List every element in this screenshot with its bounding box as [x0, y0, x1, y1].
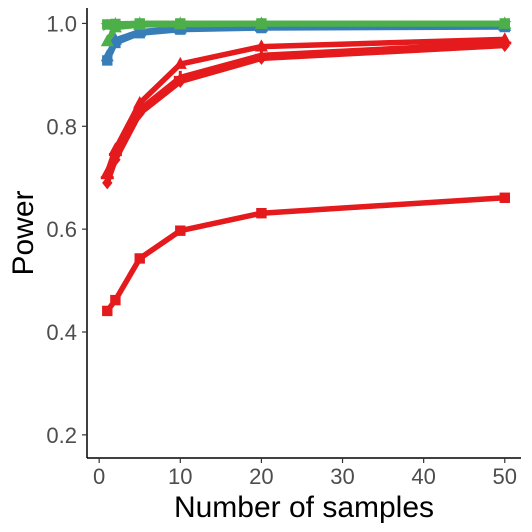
series-9	[100, 16, 512, 32]
y-tick-label: 0.2	[46, 423, 77, 448]
data-point	[256, 208, 267, 219]
y-tick-label: 1.0	[46, 11, 77, 36]
data-point	[100, 18, 115, 32]
data-point	[110, 294, 121, 306]
data-point	[100, 49, 114, 62]
data-point	[497, 16, 512, 30]
data-point	[173, 56, 187, 69]
y-tick-label: 0.4	[46, 320, 77, 345]
x-tick-label: 30	[330, 464, 354, 489]
x-tick-label: 10	[168, 464, 192, 489]
data-point	[254, 39, 268, 52]
y-tick-label: 0.8	[46, 114, 77, 139]
series-lines	[100, 16, 512, 317]
series-line	[104, 195, 508, 314]
x-tick-label: 20	[249, 464, 273, 489]
series-2	[102, 39, 510, 190]
series-line	[104, 40, 508, 181]
data-point	[108, 32, 122, 45]
data-point	[133, 95, 147, 109]
data-point	[108, 16, 123, 30]
series-line	[104, 42, 508, 186]
data-point	[499, 192, 510, 203]
x-tick-label: 50	[493, 464, 517, 489]
data-point	[108, 142, 122, 155]
data-point	[498, 32, 512, 45]
y-tick-label: 0.6	[46, 217, 77, 242]
data-point	[175, 225, 186, 236]
series-1	[102, 192, 510, 317]
data-point	[100, 34, 114, 47]
y-axis-title: Power	[7, 190, 40, 275]
data-point	[173, 70, 187, 84]
x-axis-title: Number of samples	[174, 491, 434, 524]
data-point	[102, 305, 113, 317]
series-4	[100, 32, 512, 178]
data-point	[134, 253, 145, 264]
data-point	[132, 16, 147, 30]
data-point	[133, 24, 147, 37]
series-line	[104, 36, 508, 176]
axes: 0.2 0.4 0.6 0.8 1.0 0 10 20 30 40 50	[46, 8, 521, 489]
series-line	[104, 20, 508, 29]
data-point	[254, 16, 269, 30]
data-point	[100, 165, 114, 178]
x-tick-label: 0	[93, 464, 105, 489]
data-point	[173, 16, 188, 30]
x-tick-label: 40	[411, 464, 435, 489]
